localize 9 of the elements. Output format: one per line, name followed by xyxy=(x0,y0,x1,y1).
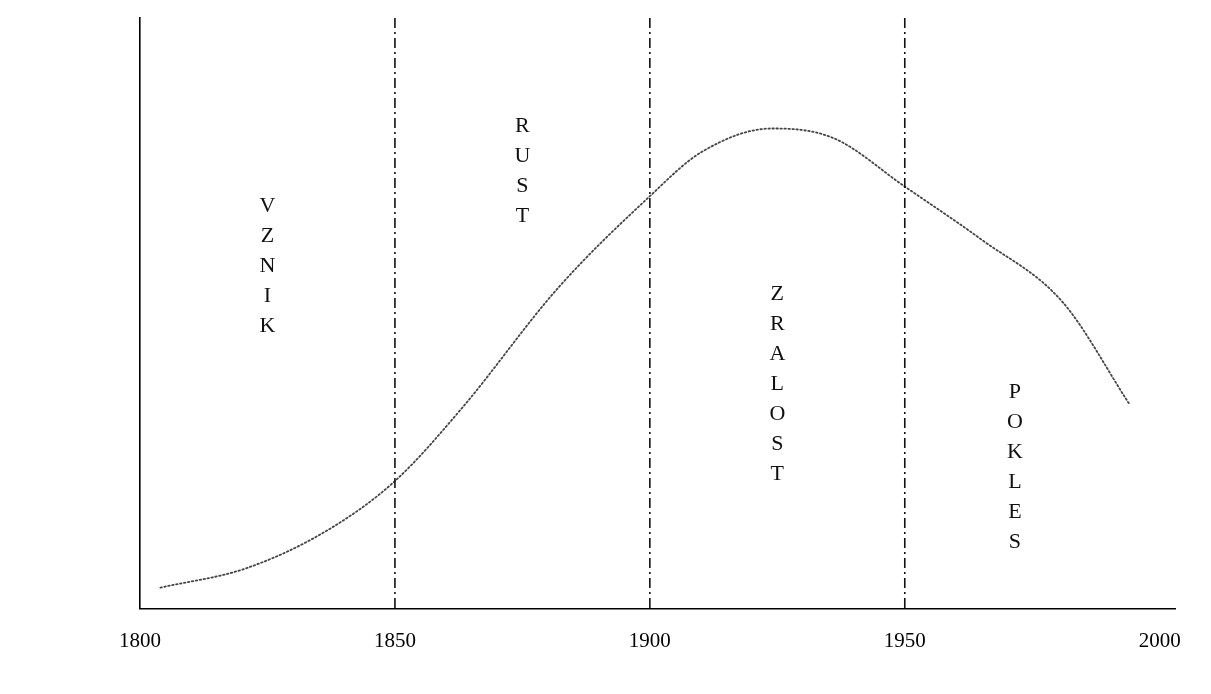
annotation: VZNIK xyxy=(259,191,276,337)
x-tick-label: 1800 xyxy=(119,627,161,652)
x-tick-label: 1850 xyxy=(373,627,416,652)
annotation: RUST xyxy=(514,112,531,228)
x-tick-label: 1950 xyxy=(883,627,926,652)
x-tick-label: 2000 xyxy=(1138,627,1181,652)
annotation: POKLES xyxy=(1006,377,1023,553)
annotation: ZRALOST xyxy=(769,280,786,486)
x-tick-label: 1900 xyxy=(628,627,671,652)
